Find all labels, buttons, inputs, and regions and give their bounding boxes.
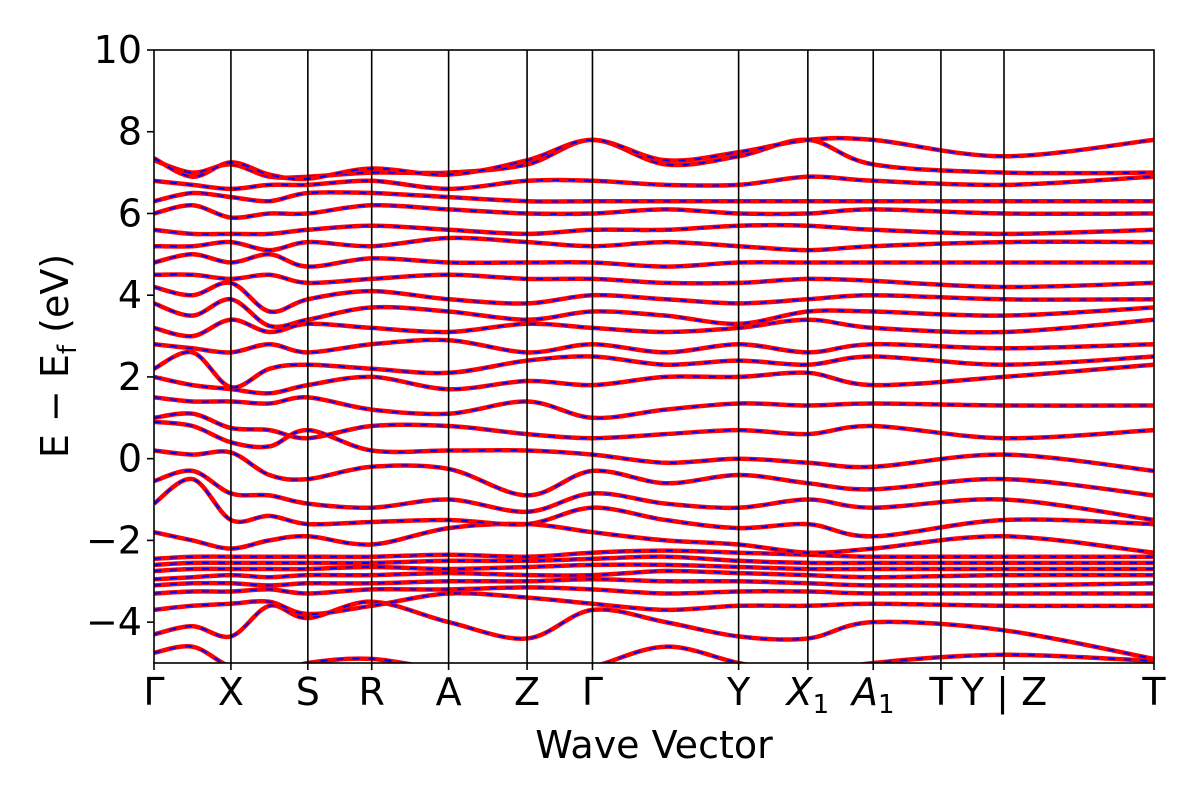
band-line-18 [154,349,1154,390]
y-tick-label-7: −2 [86,518,142,562]
y-axis-title-spacer [33,333,77,345]
band-line-overlay-19 [154,338,1154,354]
x-tick-label-5: A [436,670,462,714]
y-axis-title: E − Ef (eV) [33,254,83,458]
x-tick-label-12: Y | Z [960,670,1047,715]
band-line-overlay-13 [154,449,1154,497]
plot-frame [153,49,1155,664]
band-line-overlay-1 [154,645,1154,663]
x-tick-label-7: Γ [582,670,603,714]
y-tick-label-1: 10 [94,28,142,72]
band-line-overlay-8 [154,555,1154,566]
band-line-overlay-14 [154,420,1154,472]
y-tick-label-8: −4 [86,600,142,644]
band-line-overlay-16 [154,396,1154,419]
band-line-10 [154,521,1154,556]
x-tick-label-10: A1 [849,670,895,720]
x-tick-label-9: X1 [785,670,830,720]
y-tick-label-4: 4 [118,273,142,317]
y-tick-label-6: 0 [118,437,142,481]
band-line-overlay-27 [154,204,1154,219]
x-axis-title: Wave Vector [535,723,773,767]
x-tick-label-11: T [928,670,953,714]
band-line-overlay-11 [154,478,1154,538]
x-tick-label-6: Z [514,670,540,714]
band-line-overlay-21 [154,298,1154,328]
band-line-overlay-31 [154,137,1154,180]
y-axis-title-sub: f [53,344,83,354]
band-line-overlay-15 [154,412,1154,440]
y-axis-title-main: E − E [33,354,77,458]
band-line-overlay-17 [154,363,1154,395]
band-lines [154,135,1154,663]
band-line-overlay-29 [154,175,1154,190]
band-line-overlay-22 [154,281,1154,313]
band-line-12 [154,468,1154,523]
y-axis-ticks: 10 8 6 4 2 0 −2 −4 [86,28,154,644]
y-axis-title-unit: (eV) [33,254,77,333]
band-line-overlay-28 [154,191,1154,203]
band-line-overlay-7 [154,563,1154,572]
band-line-overlay-23 [154,273,1154,289]
x-tick-label-13: T [1141,670,1166,714]
x-tick-label-4: R [358,670,384,714]
band-line-overlay-24 [154,253,1154,268]
band-line-overlay-5 [154,578,1154,587]
band-line-20 [154,317,1154,339]
x-tick-label-8: Y [726,670,751,714]
band-line-overlay-6 [154,569,1154,581]
x-tick-label-2: X [218,670,244,714]
band-line-overlay-9 [154,549,1154,560]
y-tick-label-2: 8 [118,110,142,154]
band-line-overlay-25 [154,236,1154,252]
x-tick-label-3: S [296,670,320,714]
band-line-overlay-26 [154,224,1154,236]
y-tick-label-3: 6 [118,191,142,235]
high-symmetry-lines [230,50,1005,663]
x-tick-label-1: Γ [143,670,164,714]
band-line-overlay-3 [154,592,1154,616]
band-line-overlay-2 [154,600,1154,660]
band-line-overlay-4 [154,586,1154,595]
y-tick-label-5: 2 [118,355,142,399]
